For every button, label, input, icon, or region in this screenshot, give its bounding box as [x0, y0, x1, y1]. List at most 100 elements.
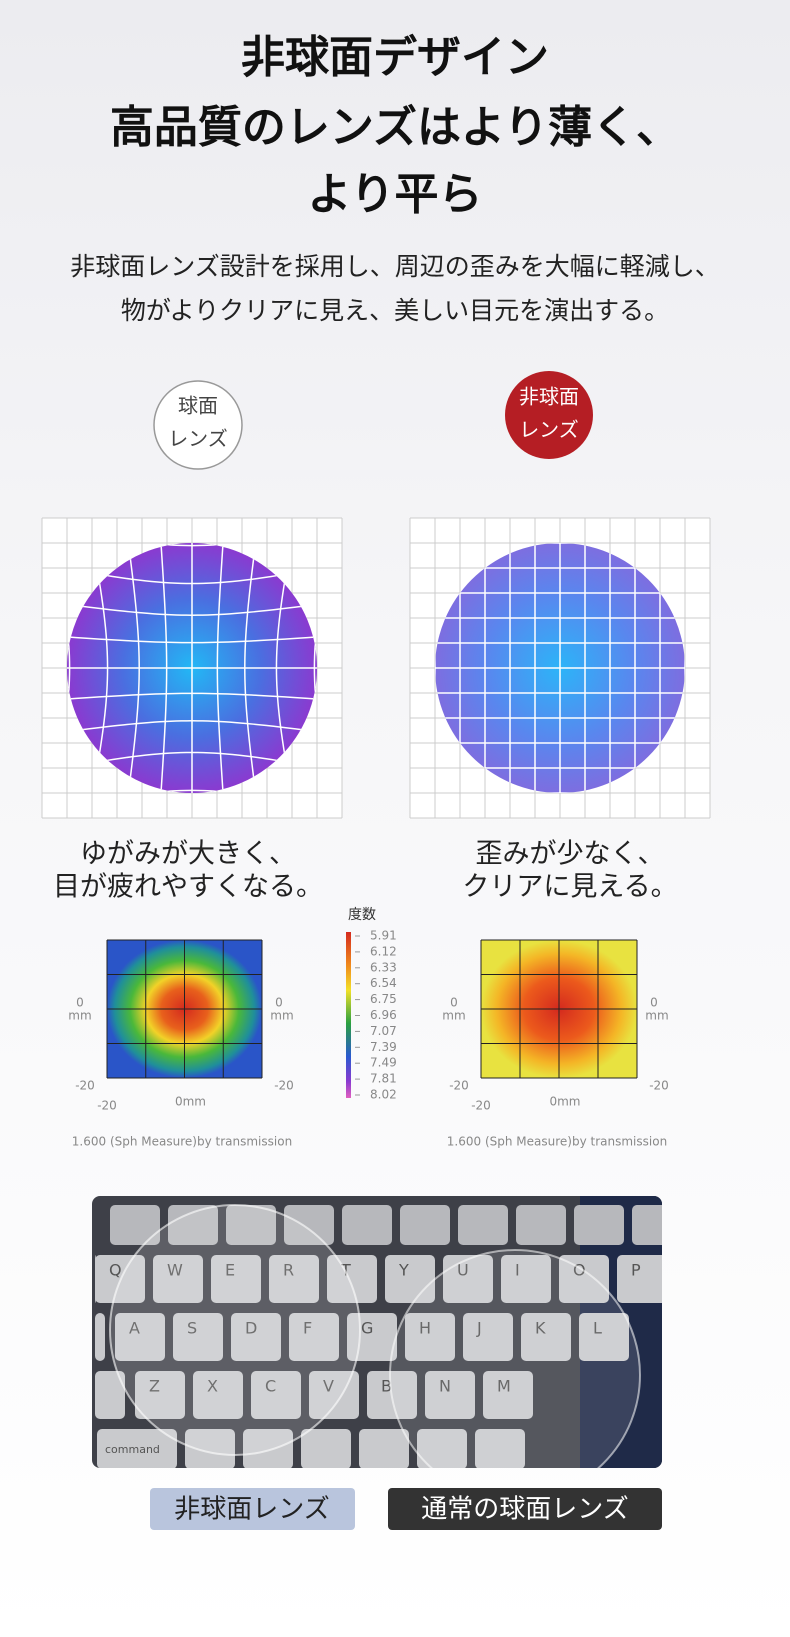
- key: [579, 1313, 629, 1361]
- key-label: command: [105, 1443, 160, 1456]
- legend-value: 7.07: [370, 1024, 397, 1038]
- axis-label: -20: [471, 1099, 491, 1113]
- footnote: 1.600 (Sph Measure)by transmission: [72, 1135, 292, 1149]
- key: [475, 1429, 525, 1468]
- description: 非球面レンズ設計を採用し、周辺の歪みを大幅に軽減し、: [70, 252, 720, 281]
- axis-label: -20: [75, 1079, 95, 1093]
- legend-value: 6.12: [370, 944, 397, 958]
- axis-label: 0: [450, 996, 458, 1010]
- key-label: U: [457, 1261, 469, 1280]
- key-label: V: [323, 1377, 334, 1396]
- key: [95, 1371, 125, 1419]
- caption: 目が疲れやすくなる。: [53, 872, 323, 903]
- legend-value: 7.81: [370, 1072, 397, 1086]
- key: [301, 1429, 351, 1468]
- lens-grid-line: [216, 543, 228, 793]
- title: 非球面デザイン: [241, 32, 549, 83]
- lens-grid-line: [244, 543, 265, 793]
- key: [501, 1255, 551, 1303]
- key: [226, 1205, 276, 1245]
- legend-value: 6.54: [370, 976, 397, 990]
- axis-label: -20: [449, 1079, 469, 1093]
- title: 高品質のレンズはより薄く、: [110, 102, 680, 153]
- key-label: W: [167, 1261, 183, 1280]
- key: [327, 1255, 377, 1303]
- key: [516, 1205, 566, 1245]
- footnote: 1.600 (Sph Measure)by transmission: [447, 1135, 667, 1149]
- label-pill: [388, 1488, 662, 1530]
- axis-label: -20: [97, 1099, 117, 1113]
- key-label: Q: [109, 1261, 122, 1280]
- caption: クリアに見える。: [462, 872, 677, 903]
- badge-text: 球面: [178, 394, 218, 418]
- key-label: E: [225, 1261, 235, 1280]
- axis-label: 0mm: [549, 1095, 580, 1109]
- key: [289, 1313, 339, 1361]
- key-label: Z: [149, 1377, 160, 1396]
- legend-value: 6.33: [370, 960, 397, 974]
- key: [243, 1429, 293, 1468]
- key: [231, 1313, 281, 1361]
- key: [521, 1313, 571, 1361]
- key: [559, 1255, 609, 1303]
- badge-text: レンズ: [168, 427, 228, 451]
- key-label: I: [515, 1261, 520, 1280]
- key: [211, 1255, 261, 1303]
- key-label: G: [361, 1319, 373, 1338]
- axis-label: mm: [270, 1009, 293, 1023]
- key: [400, 1205, 450, 1245]
- key-label: N: [439, 1377, 451, 1396]
- key: [153, 1255, 203, 1303]
- badge: [505, 371, 593, 459]
- lens: [389, 1249, 641, 1468]
- legend-bar: [346, 932, 351, 1098]
- axis-label: mm: [68, 1009, 91, 1023]
- key: [632, 1205, 662, 1245]
- key: [95, 1313, 105, 1361]
- lens-panels: [41, 517, 711, 819]
- axis-label: 0: [650, 996, 658, 1010]
- badge-text: レンズ: [519, 418, 579, 442]
- legend-value: 5.91: [370, 929, 397, 943]
- label-pill: [150, 1488, 355, 1530]
- lens-grid-line: [313, 543, 317, 793]
- key-label: M: [497, 1377, 511, 1396]
- badge-text: 非球面: [519, 385, 579, 409]
- key: [359, 1429, 409, 1468]
- key: [458, 1205, 508, 1245]
- legend-title: 度数: [348, 907, 376, 923]
- axis-label: 0mm: [175, 1095, 206, 1109]
- legend-value: 7.49: [370, 1056, 397, 1070]
- key: [115, 1313, 165, 1361]
- key: [417, 1429, 467, 1468]
- axis-label: -20: [649, 1079, 669, 1093]
- keyboard-photo: QWERTYUIOPASDFGHJKLZXCVBNMcommand: [92, 1196, 662, 1468]
- key: [443, 1255, 493, 1303]
- key: [284, 1205, 334, 1245]
- caption: ゆがみが大きく、: [80, 839, 296, 870]
- key: [251, 1371, 301, 1419]
- lens: [109, 1204, 361, 1456]
- key: [574, 1205, 624, 1245]
- key: [110, 1205, 160, 1245]
- legend-value: 6.96: [370, 1008, 397, 1022]
- key-label: F: [303, 1319, 312, 1338]
- lens-grid-line: [67, 692, 317, 704]
- key: [342, 1205, 392, 1245]
- lens-grid-line: [67, 789, 317, 793]
- legend-value: 6.75: [370, 992, 397, 1006]
- legend: 5.916.12 6.33 6.54 6.75 6.96 7.07 7.39 7.49 7.81…: [355, 929, 397, 1102]
- caption: 歪みが少なく、: [476, 839, 665, 870]
- label: 通常の球面レンズ: [421, 1495, 628, 1525]
- key: [483, 1371, 533, 1419]
- key-label: D: [245, 1319, 257, 1338]
- key-label: A: [129, 1319, 140, 1338]
- axis-label: mm: [442, 1009, 465, 1023]
- key: [95, 1255, 96, 1303]
- key-label: Y: [398, 1261, 409, 1280]
- key: [97, 1429, 177, 1468]
- key-label: R: [283, 1261, 294, 1280]
